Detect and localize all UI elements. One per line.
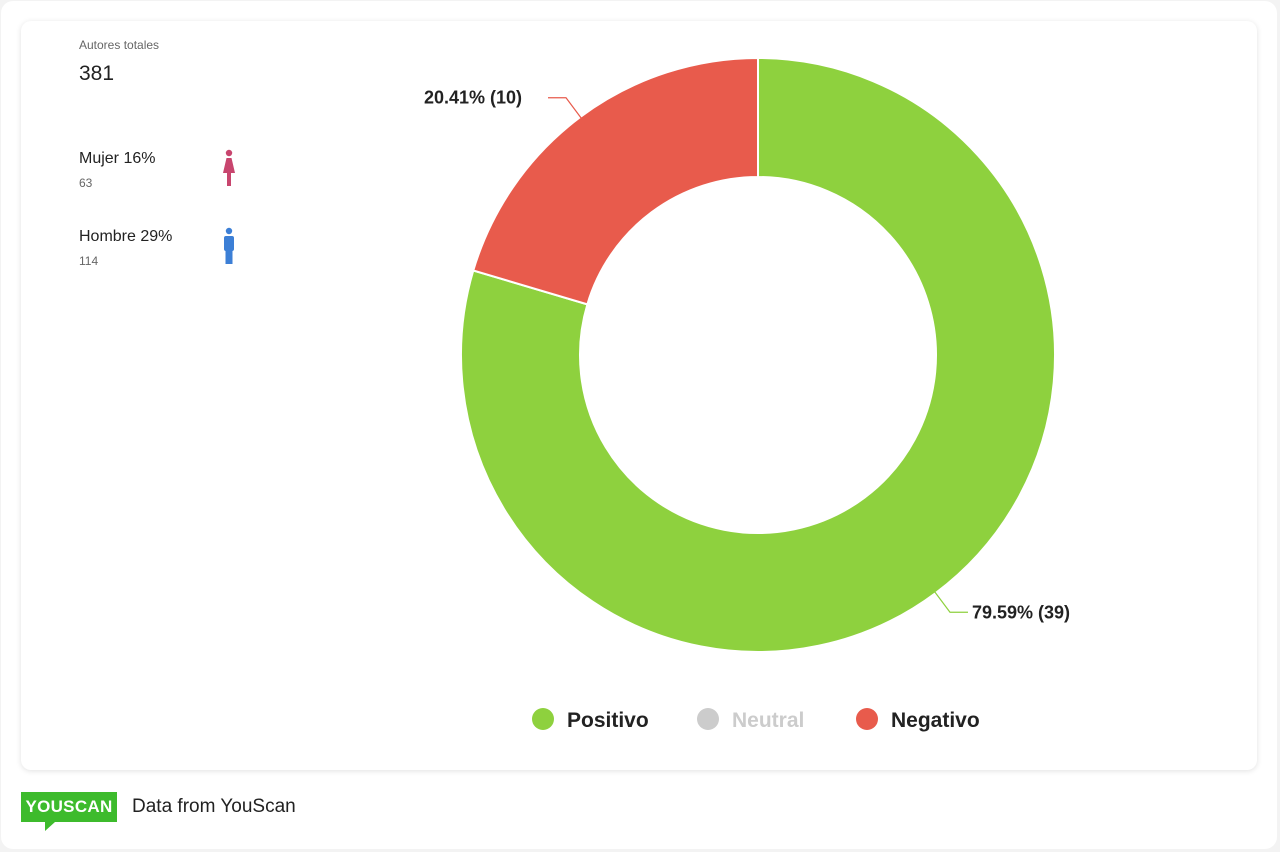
legend-dot-negativo[interactable] [856,708,878,730]
data-label-negativo: 20.41% (10) [424,88,522,108]
youscan-logo-tail [45,822,55,831]
legend-dot-neutral[interactable] [697,708,719,730]
gender-male: Hombre 29% 114 [79,227,279,278]
female-title: Mujer 16% [79,150,156,167]
legend-item-negativo[interactable]: Negativo [891,709,980,732]
connector-negativo [548,97,586,124]
female-count: 63 [79,176,93,190]
legend-item-neutral[interactable]: Neutral [732,709,804,732]
female-icon [223,149,235,186]
gender-female: Mujer 16% 63 [79,149,279,200]
total-authors-label: Autores totales [79,38,160,52]
slice-negativo[interactable] [472,56,759,306]
legend-item-positivo[interactable]: Positivo [567,709,649,732]
connector-positivo [930,586,968,613]
footer: YOUSCAN Data from YouScan [21,792,521,832]
footer-text: Data from YouScan [132,796,296,817]
male-title: Hombre 29% [79,228,173,245]
total-authors-value: 381 [79,62,115,85]
male-icon [224,227,234,264]
youscan-logo[interactable]: YOUSCAN [21,792,117,822]
data-label-positivo: 79.59% (39) [972,602,1070,622]
legend-dot-positivo[interactable] [532,708,554,730]
slice-positivo[interactable] [460,56,1056,653]
male-count: 114 [79,254,99,268]
